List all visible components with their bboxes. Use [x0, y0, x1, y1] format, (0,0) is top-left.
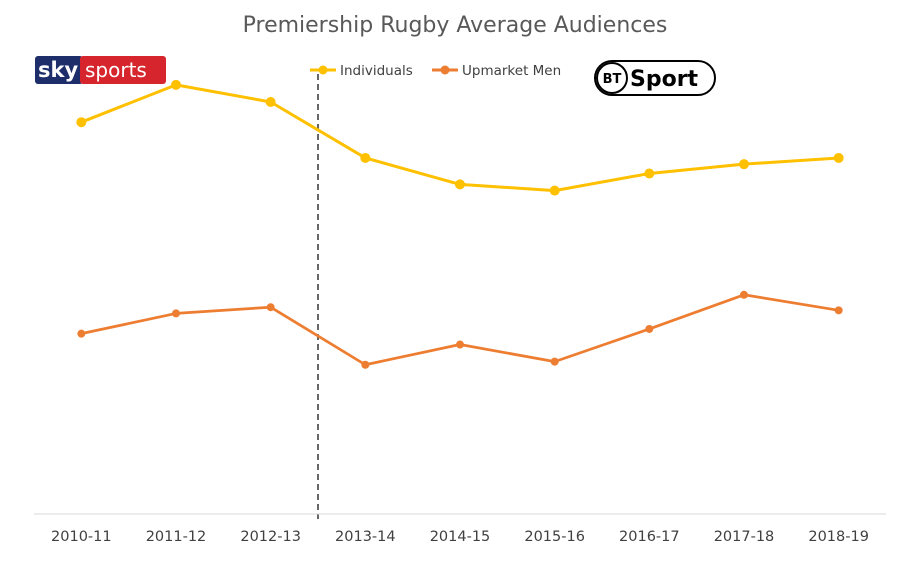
- data-point-individuals: [265, 96, 276, 107]
- data-point-upmarket-men: [740, 290, 748, 299]
- x-tick-label: 2018-19: [808, 529, 869, 545]
- sky-sports-logo: sky sports: [35, 56, 166, 84]
- series-line-individuals: [80, 83, 839, 193]
- data-point-upmarket-men: [834, 306, 843, 315]
- data-point-upmarket-men: [456, 340, 464, 349]
- x-tick-label: 2016-17: [619, 529, 680, 545]
- data-point-individuals: [549, 185, 560, 196]
- data-point-upmarket-men: [172, 309, 180, 318]
- x-tick-label: 2011-12: [146, 529, 207, 545]
- series-line-upmarket-men: [81, 293, 839, 367]
- chart-title: Premiership Rugby Average Audiences: [243, 13, 668, 38]
- legend-item-upmarket-men: Upmarket Men: [432, 63, 561, 79]
- x-tick-label: 2013-14: [335, 529, 396, 545]
- x-tick-label: 2017-18: [714, 529, 775, 545]
- legend-item-individuals: Individuals: [310, 63, 413, 79]
- legend-label: Upmarket Men: [462, 63, 561, 79]
- data-point-individuals: [171, 79, 181, 90]
- data-point-individuals: [644, 168, 655, 179]
- sky-logo-word1: sky: [38, 58, 78, 82]
- legend-swatch-marker: [318, 65, 328, 75]
- data-point-upmarket-men: [77, 329, 86, 338]
- data-point-individuals: [76, 117, 87, 128]
- data-point-individuals: [739, 159, 749, 170]
- x-tick-label: 2015-16: [524, 529, 585, 545]
- x-tick-label: 2010-11: [51, 529, 112, 545]
- x-tick-label: 2012-13: [240, 529, 301, 545]
- x-tick-label: 2014-15: [430, 529, 491, 545]
- legend-label: Individuals: [340, 63, 413, 79]
- bt-logo-badge: BT: [603, 72, 622, 87]
- series-upmarket-men: [77, 290, 843, 369]
- data-point-upmarket-men: [645, 324, 654, 333]
- data-point-upmarket-men: [361, 360, 370, 369]
- bt-logo-word: Sport: [630, 67, 699, 92]
- legend: Individuals Upmarket Men: [310, 63, 561, 79]
- data-point-individuals: [833, 152, 844, 163]
- sky-logo-word2: sports: [85, 58, 147, 82]
- series-individuals: [76, 79, 844, 196]
- legend-swatch-marker: [440, 65, 450, 75]
- data-point-upmarket-men: [550, 357, 559, 366]
- bt-sport-logo: BT Sport: [594, 60, 716, 96]
- data-point-individuals: [455, 179, 465, 190]
- data-point-individuals: [360, 152, 371, 163]
- data-point-upmarket-men: [266, 303, 275, 312]
